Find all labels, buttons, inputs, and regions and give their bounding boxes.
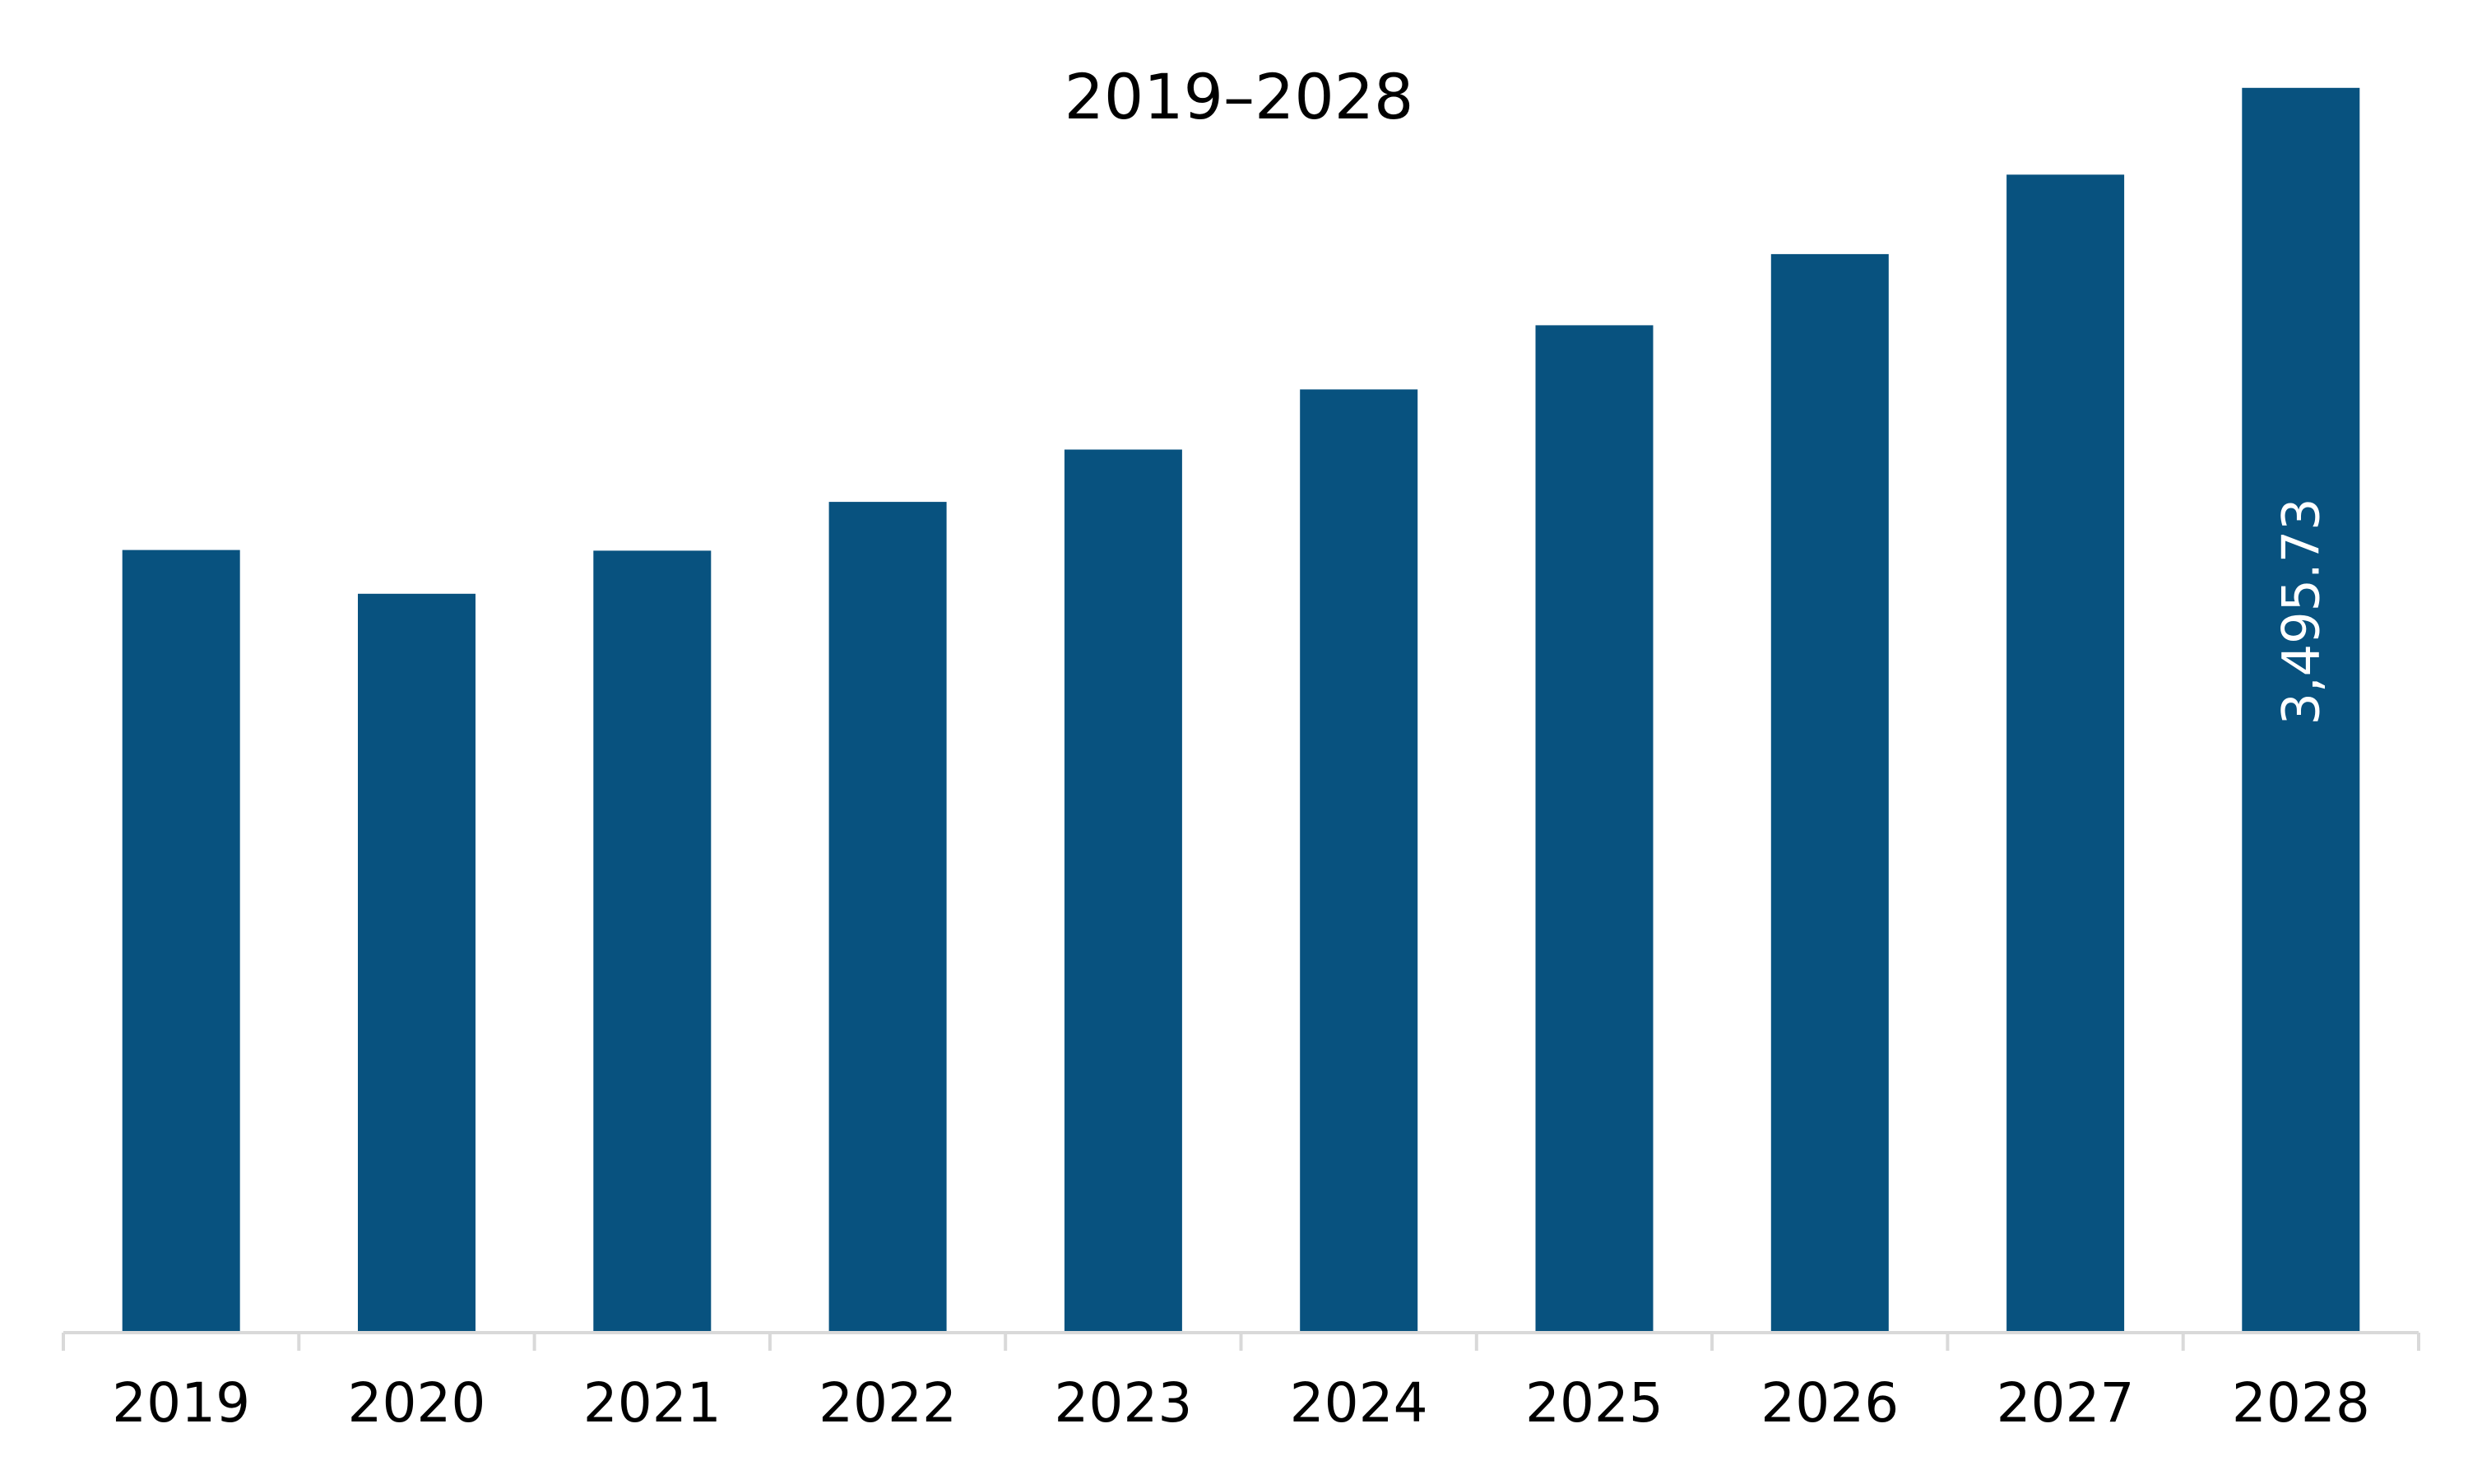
x-tick-label-2027: 2027 <box>1997 1371 2135 1435</box>
chart-title: 2019–2028 <box>1065 60 1414 133</box>
bar-2027 <box>2006 174 2125 1333</box>
bar-2025 <box>1535 325 1654 1333</box>
bar-2021 <box>593 550 712 1333</box>
x-tick-label-2022: 2022 <box>819 1371 957 1435</box>
bar-2026 <box>1770 253 1889 1333</box>
x-tick-label-2021: 2021 <box>583 1371 721 1435</box>
bar-2022 <box>828 502 947 1333</box>
data-label-2028: 3,495.73 <box>2271 498 2331 725</box>
x-tick-label-2019: 2019 <box>112 1371 250 1435</box>
x-axis <box>62 1331 2420 1351</box>
bar-2020 <box>358 593 476 1333</box>
bar-2028 <box>2242 87 2360 1333</box>
x-tick-label-2028: 2028 <box>2232 1371 2370 1435</box>
x-tick-labels: 2019 2020 2021 2022 2023 2024 2025 2026 2027 2028 <box>112 1371 2370 1435</box>
bar-2023 <box>1064 449 1182 1333</box>
bar-2019 <box>122 550 240 1333</box>
x-tick-label-2023: 2023 <box>1054 1371 1192 1435</box>
bars-group <box>122 87 2360 1333</box>
x-tick-label-2020: 2020 <box>347 1371 485 1435</box>
bar-2024 <box>1300 389 1418 1333</box>
x-tick-label-2024: 2024 <box>1290 1371 1428 1435</box>
x-tick-label-2026: 2026 <box>1761 1371 1899 1435</box>
x-tick-label-2025: 2025 <box>1525 1371 1663 1435</box>
data-labels-group: 3,495.73 <box>2271 498 2331 725</box>
